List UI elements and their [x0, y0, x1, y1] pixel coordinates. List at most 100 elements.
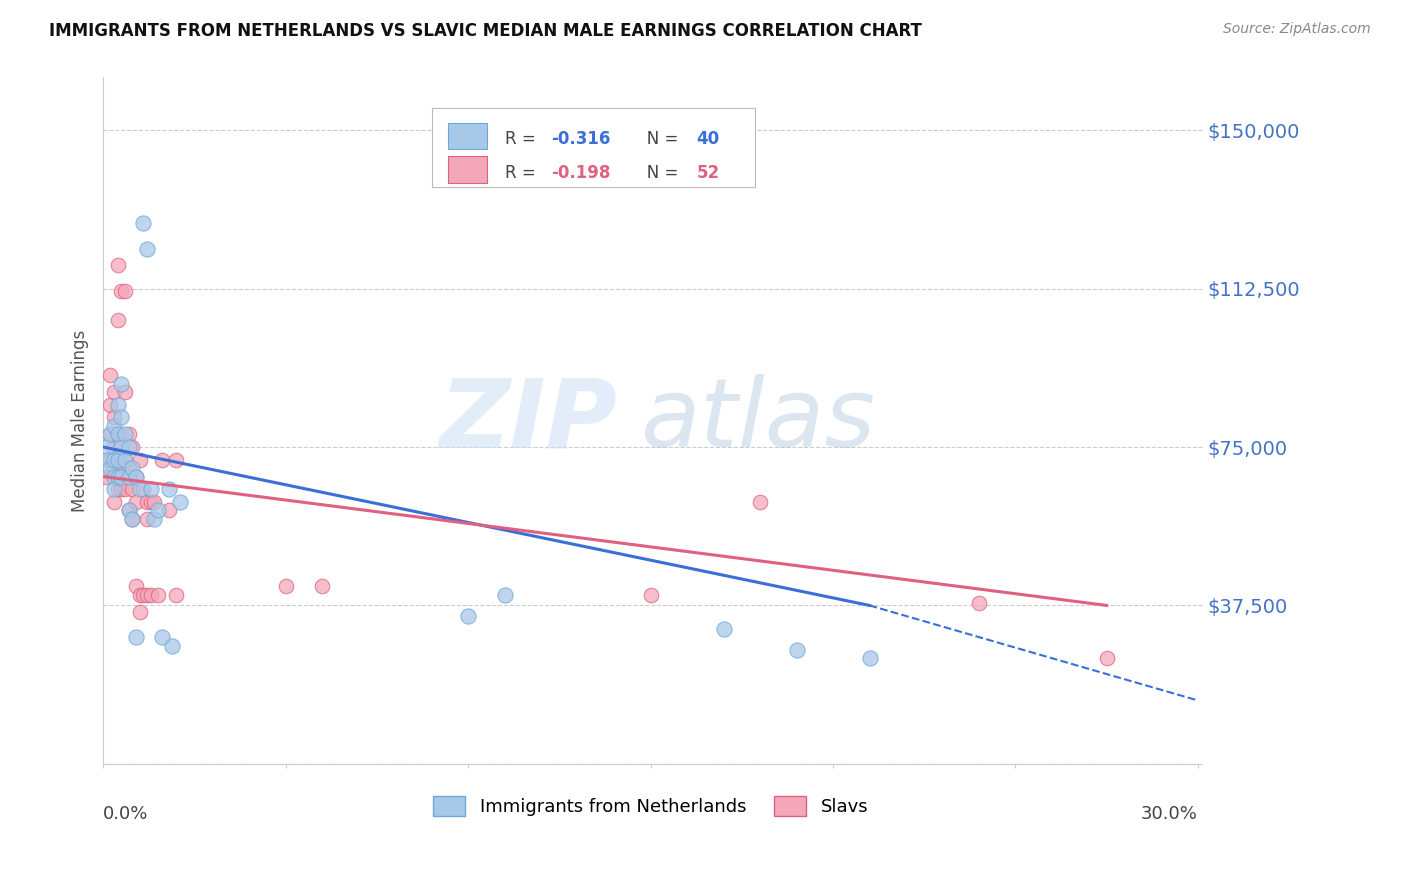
Point — [128, 452, 150, 467]
Point — [121, 483, 143, 497]
Point — [100, 427, 122, 442]
Point — [100, 398, 122, 412]
Point — [100, 461, 122, 475]
Point — [100, 368, 122, 383]
Point — [118, 469, 141, 483]
Point — [121, 461, 143, 475]
Text: IMMIGRANTS FROM NETHERLANDS VS SLAVIC MEDIAN MALE EARNINGS CORRELATION CHART: IMMIGRANTS FROM NETHERLANDS VS SLAVIC ME… — [49, 22, 922, 40]
Point — [132, 216, 155, 230]
Point — [118, 503, 141, 517]
Text: -0.198: -0.198 — [551, 164, 610, 182]
Point — [157, 503, 180, 517]
Point — [125, 469, 148, 483]
Text: N =: N = — [631, 164, 683, 182]
Point — [132, 483, 155, 497]
Point — [125, 495, 148, 509]
Point — [107, 398, 129, 412]
Point — [143, 512, 166, 526]
Point — [96, 452, 118, 467]
Point — [110, 284, 132, 298]
Point — [139, 588, 162, 602]
FancyBboxPatch shape — [449, 122, 488, 150]
Point — [128, 588, 150, 602]
Point — [858, 651, 880, 665]
Text: atlas: atlas — [640, 374, 875, 467]
Point — [103, 483, 125, 497]
Point — [110, 410, 132, 425]
Point — [107, 469, 129, 483]
Point — [103, 440, 125, 454]
Point — [146, 503, 169, 517]
Point — [96, 440, 118, 454]
Point — [103, 410, 125, 425]
Text: ZIP: ZIP — [440, 374, 617, 467]
Point — [103, 385, 125, 400]
Point — [103, 461, 125, 475]
Point — [110, 376, 132, 391]
Point — [786, 642, 808, 657]
Point — [107, 313, 129, 327]
Point — [162, 639, 184, 653]
Point — [135, 588, 157, 602]
Point — [165, 452, 187, 467]
Point — [107, 452, 129, 467]
Point — [165, 588, 187, 602]
Point — [125, 469, 148, 483]
FancyBboxPatch shape — [449, 156, 488, 184]
Point — [311, 579, 333, 593]
Point — [96, 469, 118, 483]
Point — [114, 385, 136, 400]
Point — [135, 242, 157, 256]
Point — [114, 284, 136, 298]
Text: 52: 52 — [696, 164, 720, 182]
Point — [118, 503, 141, 517]
Point — [150, 630, 173, 644]
Point — [100, 452, 122, 467]
Point — [114, 427, 136, 442]
Legend: Immigrants from Netherlands, Slavs: Immigrants from Netherlands, Slavs — [426, 789, 876, 823]
Text: R =: R = — [505, 130, 541, 148]
Text: R =: R = — [505, 164, 541, 182]
Point — [135, 495, 157, 509]
Point — [118, 440, 141, 454]
Point — [967, 596, 990, 610]
Point — [107, 427, 129, 442]
Point — [118, 427, 141, 442]
Point — [125, 579, 148, 593]
Point — [713, 622, 735, 636]
Text: -0.316: -0.316 — [551, 130, 610, 148]
Point — [110, 483, 132, 497]
Point — [114, 452, 136, 467]
Point — [494, 588, 516, 602]
Point — [132, 588, 155, 602]
Text: Source: ZipAtlas.com: Source: ZipAtlas.com — [1223, 22, 1371, 37]
Text: 30.0%: 30.0% — [1142, 805, 1198, 823]
Point — [100, 427, 122, 442]
Point — [749, 495, 772, 509]
Point — [107, 427, 129, 442]
Y-axis label: Median Male Earnings: Median Male Earnings — [72, 329, 89, 512]
Point — [139, 483, 162, 497]
Point — [103, 452, 125, 467]
Point — [103, 469, 125, 483]
Point — [128, 483, 150, 497]
Point — [103, 418, 125, 433]
Point — [1095, 651, 1118, 665]
Point — [103, 495, 125, 509]
Point — [169, 495, 191, 509]
Point — [107, 259, 129, 273]
Point — [114, 483, 136, 497]
Point — [143, 495, 166, 509]
Point — [157, 483, 180, 497]
Point — [457, 609, 479, 624]
Point — [110, 440, 132, 454]
Point — [135, 512, 157, 526]
Point — [121, 440, 143, 454]
Point — [114, 452, 136, 467]
Point — [150, 452, 173, 467]
Text: N =: N = — [631, 130, 683, 148]
Point — [121, 512, 143, 526]
Point — [110, 461, 132, 475]
Point — [110, 469, 132, 483]
Point — [274, 579, 297, 593]
